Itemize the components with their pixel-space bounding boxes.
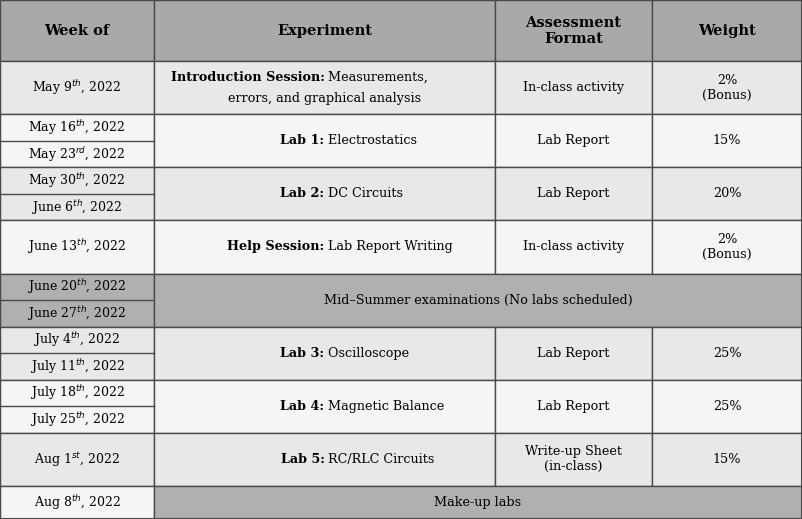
Bar — [154, 168, 495, 221]
Bar — [652, 326, 802, 380]
Bar — [495, 380, 652, 433]
Text: May 16$^{th}$, 2022: May 16$^{th}$, 2022 — [28, 118, 126, 137]
Bar — [0, 221, 154, 274]
Text: Measurements,: Measurements, — [324, 71, 428, 84]
Text: May 30$^{th}$, 2022: May 30$^{th}$, 2022 — [28, 171, 126, 190]
Text: Lab Report: Lab Report — [537, 400, 610, 413]
Text: June 13$^{th}$, 2022: June 13$^{th}$, 2022 — [27, 238, 127, 256]
Bar — [0, 114, 154, 168]
Text: Lab 3:: Lab 3: — [281, 347, 324, 360]
Text: July 11$^{th}$, 2022: July 11$^{th}$, 2022 — [30, 357, 124, 376]
Bar — [154, 61, 495, 114]
Text: errors, and graphical analysis: errors, and graphical analysis — [228, 92, 421, 105]
Bar — [495, 433, 652, 486]
Bar — [0, 168, 154, 221]
Bar — [652, 0, 802, 61]
Bar — [495, 326, 652, 380]
Bar — [652, 221, 802, 274]
Text: 15%: 15% — [713, 453, 741, 466]
Bar — [495, 168, 652, 221]
Bar — [652, 61, 802, 114]
Text: Write-up Sheet
(in-class): Write-up Sheet (in-class) — [525, 445, 622, 473]
Bar — [495, 114, 652, 168]
Text: Lab 4:: Lab 4: — [281, 400, 324, 413]
Bar — [652, 433, 802, 486]
Text: Experiment: Experiment — [277, 24, 372, 37]
Text: Help Session:: Help Session: — [227, 240, 324, 253]
Text: Lab 1:: Lab 1: — [281, 134, 324, 147]
Text: In-class activity: In-class activity — [523, 240, 624, 253]
Text: Mid–Summer examinations (No labs scheduled): Mid–Summer examinations (No labs schedul… — [324, 294, 632, 307]
Bar — [0, 380, 154, 433]
Text: Lab Report Writing: Lab Report Writing — [324, 240, 453, 253]
Text: Aug 8$^{th}$, 2022: Aug 8$^{th}$, 2022 — [34, 493, 120, 512]
Text: July 4$^{th}$, 2022: July 4$^{th}$, 2022 — [34, 331, 120, 349]
Text: Introduction Session:: Introduction Session: — [171, 71, 324, 84]
Bar — [495, 61, 652, 114]
Bar — [652, 168, 802, 221]
Bar — [0, 486, 154, 519]
Text: Week of: Week of — [44, 24, 110, 37]
Text: Magnetic Balance: Magnetic Balance — [324, 400, 444, 413]
Bar — [0, 433, 154, 486]
Bar — [154, 0, 495, 61]
Text: June 27$^{th}$, 2022: June 27$^{th}$, 2022 — [27, 304, 127, 323]
Text: 20%: 20% — [713, 187, 741, 200]
Bar — [154, 326, 495, 380]
Text: July 18$^{th}$, 2022: July 18$^{th}$, 2022 — [30, 384, 124, 402]
Bar — [0, 61, 154, 114]
Text: Assessment
Format: Assessment Format — [525, 16, 622, 46]
Bar — [154, 380, 495, 433]
Bar — [154, 486, 802, 519]
Text: RC/RLC Circuits: RC/RLC Circuits — [324, 453, 435, 466]
Text: June 20$^{th}$, 2022: June 20$^{th}$, 2022 — [27, 277, 127, 296]
Text: 25%: 25% — [713, 400, 741, 413]
Bar — [0, 274, 154, 326]
Text: DC Circuits: DC Circuits — [324, 187, 403, 200]
Text: Lab 2:: Lab 2: — [281, 187, 324, 200]
Text: May 9$^{th}$, 2022: May 9$^{th}$, 2022 — [32, 78, 122, 97]
Bar — [154, 114, 495, 168]
Text: July 25$^{th}$, 2022: July 25$^{th}$, 2022 — [30, 410, 124, 429]
Text: June 6$^{th}$, 2022: June 6$^{th}$, 2022 — [31, 198, 123, 216]
Bar — [495, 221, 652, 274]
Text: Make-up labs: Make-up labs — [435, 496, 521, 509]
Text: Lab Report: Lab Report — [537, 134, 610, 147]
Text: 15%: 15% — [713, 134, 741, 147]
Bar — [154, 433, 495, 486]
Text: Electrostatics: Electrostatics — [324, 134, 417, 147]
Bar — [154, 221, 495, 274]
Text: 25%: 25% — [713, 347, 741, 360]
Text: Lab Report: Lab Report — [537, 187, 610, 200]
Text: Oscilloscope: Oscilloscope — [324, 347, 410, 360]
Text: In-class activity: In-class activity — [523, 81, 624, 94]
Text: Aug 1$^{st}$, 2022: Aug 1$^{st}$, 2022 — [34, 450, 120, 469]
Text: May 23$^{rd}$, 2022: May 23$^{rd}$, 2022 — [28, 145, 126, 163]
Bar — [495, 0, 652, 61]
Bar — [0, 0, 154, 61]
Text: 2%
(Bonus): 2% (Bonus) — [702, 74, 752, 102]
Text: Lab Report: Lab Report — [537, 347, 610, 360]
Bar — [154, 274, 802, 326]
Bar — [0, 326, 154, 380]
Text: Weight: Weight — [698, 24, 756, 37]
Text: 2%
(Bonus): 2% (Bonus) — [702, 233, 752, 261]
Bar — [652, 114, 802, 168]
Bar — [652, 380, 802, 433]
Text: Lab 5:: Lab 5: — [281, 453, 324, 466]
